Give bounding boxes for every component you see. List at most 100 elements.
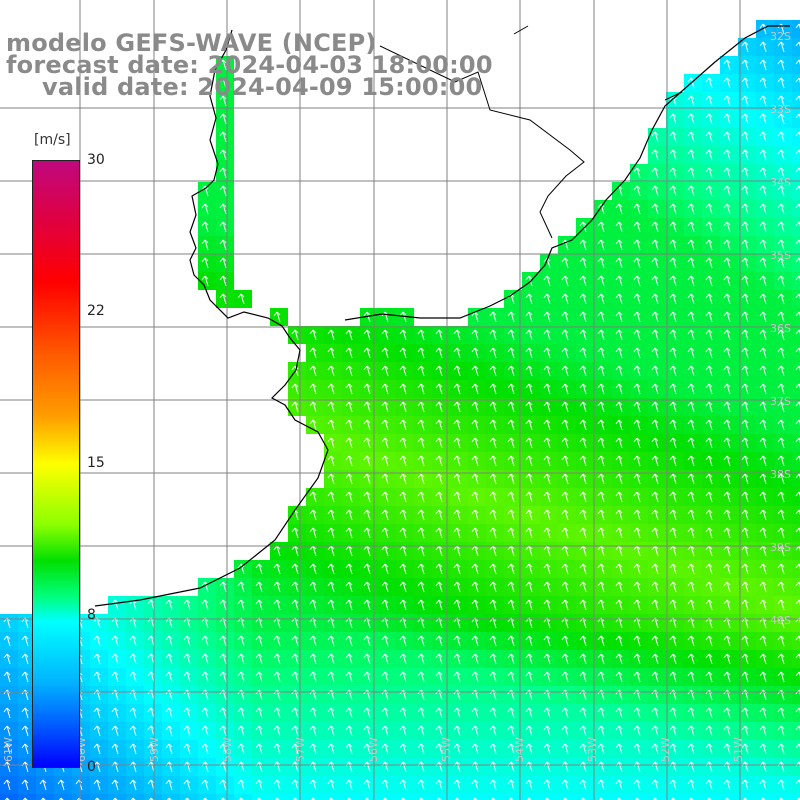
wind-arrow xyxy=(597,329,605,341)
wind-arrow xyxy=(561,419,569,431)
wind-cell xyxy=(234,794,252,800)
wind-arrow xyxy=(219,671,227,683)
wind-cell xyxy=(792,128,800,146)
wind-arrow xyxy=(417,383,425,395)
wind-arrow xyxy=(705,455,713,467)
wind-arrow xyxy=(237,581,245,593)
wind-arrow xyxy=(741,527,749,539)
wind-arrow xyxy=(219,779,227,791)
wind-arrow xyxy=(759,95,767,107)
wind-arrow xyxy=(525,401,533,413)
wind-arrow xyxy=(309,401,317,413)
wind-arrow xyxy=(759,239,767,251)
wind-arrow xyxy=(201,743,209,755)
wind-arrow xyxy=(687,221,695,233)
wind-arrow xyxy=(309,509,317,521)
wind-arrow xyxy=(723,437,731,449)
wind-arrow xyxy=(219,707,227,719)
wind-arrow xyxy=(345,743,353,755)
wind-arrow xyxy=(687,635,695,647)
wind-cell xyxy=(108,794,126,800)
wind-arrow xyxy=(687,707,695,719)
wind-arrow xyxy=(597,455,605,467)
wind-arrow xyxy=(3,671,11,683)
wind-arrow xyxy=(525,671,533,683)
wind-arrow xyxy=(741,599,749,611)
wind-arrow xyxy=(165,653,173,665)
wind-arrow xyxy=(507,527,515,539)
wind-arrow xyxy=(237,653,245,665)
wind-arrow xyxy=(183,743,191,755)
wind-arrow xyxy=(579,653,587,665)
wind-arrow xyxy=(705,77,713,89)
wind-cell xyxy=(792,452,800,470)
wind-arrow xyxy=(777,653,785,665)
wind-arrow xyxy=(543,311,551,323)
wind-arrow xyxy=(651,185,659,197)
wind-arrow xyxy=(453,473,461,485)
wind-arrow xyxy=(759,401,767,413)
longitude-label: 53W xyxy=(586,737,599,762)
wind-arrow xyxy=(759,581,767,593)
wind-arrow xyxy=(399,401,407,413)
wind-arrow xyxy=(741,113,749,125)
wind-arrow xyxy=(219,743,227,755)
wind-arrow xyxy=(327,779,335,791)
wind-arrow xyxy=(327,707,335,719)
wind-arrow xyxy=(399,671,407,683)
wind-arrow xyxy=(345,401,353,413)
wind-arrow xyxy=(471,563,479,575)
wind-arrow xyxy=(759,347,767,359)
wind-arrow xyxy=(273,563,281,575)
wind-arrow xyxy=(759,365,767,377)
wind-arrow xyxy=(579,239,587,251)
wind-arrow xyxy=(651,329,659,341)
wind-arrow xyxy=(453,743,461,755)
wind-cell xyxy=(396,794,414,800)
wind-arrow xyxy=(111,743,119,755)
wind-arrow xyxy=(507,365,515,377)
wind-arrow xyxy=(687,563,695,575)
wind-cell xyxy=(792,218,800,236)
wind-arrow xyxy=(507,329,515,341)
wind-arrow xyxy=(633,185,641,197)
wind-arrow xyxy=(633,167,641,179)
wind-arrow xyxy=(417,707,425,719)
wind-arrow xyxy=(507,635,515,647)
wind-arrow xyxy=(777,743,785,755)
wind-arrow xyxy=(21,671,29,683)
wind-arrow xyxy=(579,275,587,287)
wind-arrow xyxy=(777,221,785,233)
wind-arrow xyxy=(489,473,497,485)
wind-arrow xyxy=(705,311,713,323)
wind-cell xyxy=(720,794,738,800)
wind-arrow xyxy=(543,581,551,593)
wind-arrow xyxy=(669,149,677,161)
wind-arrow xyxy=(111,671,119,683)
wind-cell xyxy=(792,74,800,92)
wind-arrow xyxy=(453,401,461,413)
wind-arrow xyxy=(597,725,605,737)
wind-arrow xyxy=(759,41,767,53)
wind-arrow xyxy=(507,653,515,665)
wind-cell xyxy=(792,326,800,344)
wind-arrow xyxy=(705,563,713,575)
wind-arrow xyxy=(759,167,767,179)
wind-arrow xyxy=(669,419,677,431)
wind-arrow xyxy=(129,743,137,755)
wind-arrow xyxy=(57,779,65,791)
wind-arrow xyxy=(579,383,587,395)
wind-arrow xyxy=(705,257,713,269)
wind-arrow xyxy=(165,599,173,611)
wind-arrow xyxy=(309,365,317,377)
coastline xyxy=(94,25,790,607)
wind-arrow xyxy=(615,473,623,485)
wind-arrow xyxy=(309,581,317,593)
wind-arrow xyxy=(615,455,623,467)
wind-arrow xyxy=(615,365,623,377)
wind-arrow xyxy=(201,653,209,665)
wind-arrow xyxy=(579,437,587,449)
wind-arrow xyxy=(489,563,497,575)
wind-arrow xyxy=(453,653,461,665)
wind-arrow xyxy=(651,419,659,431)
